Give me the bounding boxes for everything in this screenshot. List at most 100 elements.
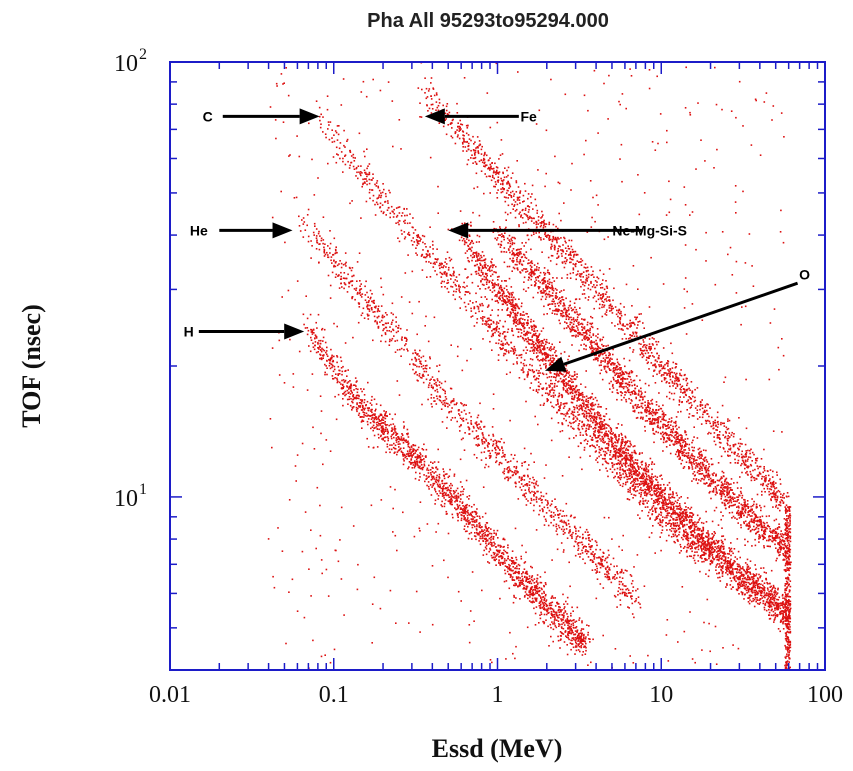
scatter-point <box>571 639 573 642</box>
scatter-point <box>438 381 441 383</box>
scatter-point <box>737 583 739 586</box>
scatter-point <box>605 408 608 410</box>
scatter-point <box>437 258 439 260</box>
scatter-point <box>397 324 400 327</box>
scatter-point <box>429 256 431 258</box>
scatter-point <box>654 494 657 496</box>
scatter-point <box>481 432 484 434</box>
scatter-point <box>598 446 600 448</box>
scatter-point <box>357 397 360 400</box>
scatter-point <box>721 555 724 557</box>
scatter-point <box>575 538 578 540</box>
scatter-point <box>367 173 370 176</box>
scatter-point <box>510 559 513 562</box>
scatter-point <box>584 430 587 433</box>
scatter-point <box>553 346 556 348</box>
scatter-point <box>531 490 533 493</box>
scatter-point <box>475 538 477 541</box>
scatter-point <box>333 368 336 371</box>
scatter-point <box>543 592 545 594</box>
scatter-point <box>466 514 469 517</box>
scatter-point <box>599 566 602 569</box>
scatter-point <box>463 222 466 224</box>
scatter-point <box>463 525 466 527</box>
scatter-point <box>365 301 368 304</box>
scatter-point <box>554 617 556 619</box>
scatter-point <box>490 554 493 557</box>
scatter-point <box>562 525 564 528</box>
scatter-point <box>455 499 457 502</box>
scatter-point <box>433 487 436 490</box>
scatter-point <box>357 177 359 180</box>
scatter-point <box>466 277 468 279</box>
scatter-point <box>342 277 345 279</box>
scatter-point <box>411 462 413 464</box>
scatter-point <box>319 119 321 122</box>
scatter-point <box>553 511 555 514</box>
scatter-point <box>374 320 376 323</box>
scatter-point <box>635 598 638 600</box>
scatter-point <box>578 619 580 621</box>
scatter-point <box>685 509 688 511</box>
scatter-point <box>771 598 774 601</box>
scatter-point <box>321 327 324 330</box>
scatter-point <box>442 474 445 477</box>
scatter-point <box>487 534 489 537</box>
scatter-point <box>625 456 628 458</box>
scatter-point <box>462 490 464 493</box>
scatter-point <box>350 389 352 392</box>
scatter-point <box>471 524 473 526</box>
scatter-point <box>320 350 323 353</box>
scatter-point <box>710 551 712 553</box>
scatter-point <box>689 514 691 517</box>
scatter-point <box>511 299 513 301</box>
scatter-point <box>346 389 349 392</box>
scatter-point <box>490 543 492 546</box>
scatter-point <box>596 571 598 573</box>
scatter-point <box>603 424 606 426</box>
scatter-point <box>453 400 455 402</box>
scatter-point <box>525 364 528 367</box>
scatter-point <box>476 519 478 521</box>
scatter-point <box>595 565 598 568</box>
scatter-point <box>682 538 684 541</box>
scatter-point <box>573 408 576 411</box>
scatter-point <box>629 487 631 490</box>
scatter-point <box>531 364 533 367</box>
scatter-point <box>377 433 380 436</box>
scatter-point <box>561 618 563 621</box>
scatter-point <box>381 204 384 206</box>
scatter-point <box>729 549 731 552</box>
scatter-point <box>445 263 448 265</box>
scatter-point <box>656 517 659 520</box>
scatter-point <box>587 550 590 553</box>
scatter-point <box>425 260 427 263</box>
scatter-point <box>583 635 585 637</box>
scatter-point <box>622 462 625 465</box>
scatter-point <box>508 566 511 569</box>
scatter-point <box>637 514 639 516</box>
scatter-point <box>528 600 531 602</box>
scatter-point <box>558 405 560 408</box>
scatter-point <box>384 333 387 336</box>
scatter-point <box>507 476 509 478</box>
scatter-point <box>511 578 514 580</box>
scatter-point <box>574 633 577 635</box>
scatter-point <box>563 515 566 517</box>
scatter-point <box>559 647 561 649</box>
scatter-point <box>739 565 741 567</box>
scatter-point <box>565 621 568 624</box>
scatter-point <box>616 571 618 574</box>
scatter-point <box>474 532 476 534</box>
scatter-point <box>408 231 410 234</box>
scatter-point <box>569 629 571 631</box>
scatter-point <box>511 562 513 565</box>
scatter-point <box>680 550 682 552</box>
scatter-point <box>568 625 571 628</box>
scatter-point <box>320 357 323 359</box>
scatter-point <box>431 471 434 473</box>
scatter-point <box>572 646 575 649</box>
scatter-point <box>543 338 546 341</box>
scatter-point <box>537 391 539 394</box>
scatter-point <box>621 570 623 572</box>
